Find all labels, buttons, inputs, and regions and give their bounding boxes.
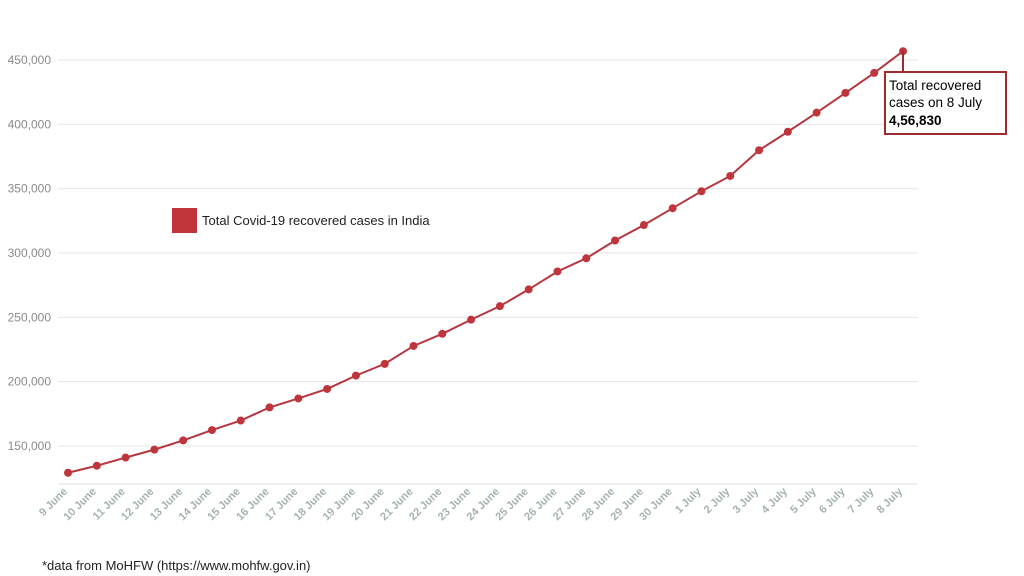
data-point xyxy=(841,88,850,97)
y-tick-label: 450,000 xyxy=(8,53,52,67)
y-tick-label: 200,000 xyxy=(8,375,52,389)
data-point xyxy=(870,68,879,77)
x-tick-label: 7 July xyxy=(846,485,877,516)
legend-swatch xyxy=(172,208,197,233)
data-point xyxy=(380,359,389,368)
callout-box xyxy=(884,71,1007,135)
x-tick-label: 3 July xyxy=(731,485,762,516)
legend-label: Total Covid-19 recovered cases in India xyxy=(202,213,430,228)
data-point xyxy=(179,436,188,445)
x-tick-label: 8 July xyxy=(875,485,906,516)
callout-line-2: cases on 8 July xyxy=(889,95,982,110)
data-point xyxy=(639,221,648,230)
data-point xyxy=(524,285,533,294)
data-point xyxy=(409,341,418,350)
y-tick-label: 150,000 xyxy=(8,439,52,453)
y-tick-label: 250,000 xyxy=(8,310,52,324)
data-point xyxy=(150,445,159,454)
data-point xyxy=(755,146,764,155)
legend: Total Covid-19 recovered cases in India xyxy=(172,208,430,233)
y-tick-label: 400,000 xyxy=(8,117,52,131)
gridlines xyxy=(58,59,918,447)
x-tick-label: 1 July xyxy=(673,485,704,516)
data-point xyxy=(294,394,303,403)
data-point xyxy=(553,267,562,276)
data-point xyxy=(611,236,620,245)
data-point xyxy=(582,254,591,263)
data-point xyxy=(467,315,476,324)
x-tick-label: 6 July xyxy=(817,485,848,516)
series-recovered xyxy=(64,47,907,477)
data-point xyxy=(207,426,216,435)
x-tick-label: 5 July xyxy=(788,485,819,516)
data-point xyxy=(121,453,130,462)
data-point xyxy=(697,187,706,196)
y-tick-label: 300,000 xyxy=(8,246,52,260)
y-tick-label: 350,000 xyxy=(8,182,52,196)
callout-line-1: Total recovered xyxy=(889,78,981,93)
x-tick-label: 4 July xyxy=(759,485,790,516)
data-point xyxy=(783,127,792,136)
data-point xyxy=(265,403,274,412)
data-point xyxy=(64,468,72,477)
data-point xyxy=(668,204,677,213)
data-point xyxy=(92,461,101,470)
y-axis: 150,000 200,000 250,000 300,000 350,000 400,0… xyxy=(8,53,52,453)
data-point xyxy=(726,171,735,180)
data-point xyxy=(323,384,332,393)
callout-value: 4,56,830 xyxy=(889,113,942,128)
data-point xyxy=(495,302,504,311)
annotation-callout: Total recovered cases on 8 July 4,56,830 xyxy=(884,51,1007,135)
series-line xyxy=(67,50,904,474)
data-point xyxy=(351,371,360,380)
x-tick-label: 2 July xyxy=(702,485,733,516)
data-point xyxy=(236,416,245,425)
data-point xyxy=(812,108,821,117)
source-footnote: *data from MoHFW (https://www.mohfw.gov.… xyxy=(42,558,311,573)
data-point xyxy=(438,329,447,338)
